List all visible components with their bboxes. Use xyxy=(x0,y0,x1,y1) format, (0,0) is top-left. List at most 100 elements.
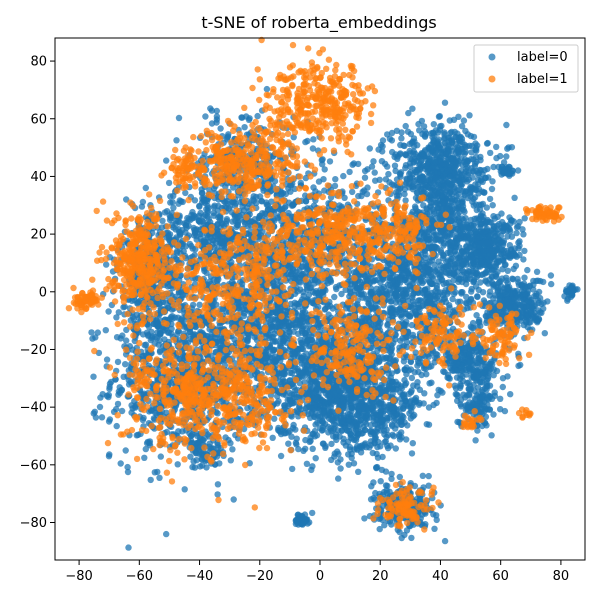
scatter-point xyxy=(389,277,396,285)
scatter-point xyxy=(293,407,300,414)
scatter-point xyxy=(321,306,329,313)
scatter-point xyxy=(380,283,388,291)
scatter-point xyxy=(314,419,321,426)
scatter-point xyxy=(473,312,480,319)
scatter-point xyxy=(394,296,401,303)
scatter-point xyxy=(426,380,433,387)
scatter-point xyxy=(105,453,113,460)
scatter-point xyxy=(214,481,222,488)
scatter-point xyxy=(227,457,234,464)
scatter-point xyxy=(214,491,221,498)
scatter-point xyxy=(355,468,362,475)
scatter-point xyxy=(270,280,277,287)
scatter-point xyxy=(393,411,401,418)
scatter-point xyxy=(340,403,347,411)
scatter-point xyxy=(302,445,309,452)
scatter-point xyxy=(103,392,111,399)
scatter-point xyxy=(426,296,434,303)
scatter-point xyxy=(122,361,129,368)
scatter-point xyxy=(106,385,113,393)
scatter-point xyxy=(387,374,394,381)
scatter-point xyxy=(361,174,369,181)
scatter-point xyxy=(415,368,422,376)
scatter-point xyxy=(366,145,373,152)
scatter-point xyxy=(378,406,385,413)
scatter-point xyxy=(328,416,335,423)
scatter-point xyxy=(405,390,413,397)
scatter-point xyxy=(147,476,154,484)
chart-title: t-SNE of roberta_embeddings xyxy=(201,13,436,33)
scatter-point xyxy=(373,450,380,458)
scatter-point xyxy=(345,396,353,403)
scatter-point xyxy=(349,161,356,168)
scatter-point xyxy=(295,300,303,308)
scatter-point xyxy=(286,377,293,384)
scatter-point xyxy=(331,182,339,190)
scatter-point xyxy=(114,358,122,366)
scatter-point xyxy=(216,344,223,352)
scatter-point xyxy=(163,530,170,538)
scatter-point xyxy=(114,400,122,408)
scatter-point xyxy=(303,390,311,397)
scatter-point xyxy=(122,447,129,454)
scatter-point xyxy=(355,192,362,200)
scatter-point xyxy=(375,401,383,408)
scatter-point xyxy=(334,397,341,405)
scatter-point xyxy=(403,401,410,408)
scatter-point xyxy=(402,366,409,374)
scatter-point xyxy=(326,393,333,400)
scatter-point xyxy=(292,439,300,447)
scatter-point xyxy=(430,401,437,409)
scatter-point xyxy=(379,416,386,423)
scatter-point xyxy=(350,460,358,467)
scatter-point xyxy=(332,176,339,183)
scatter-point xyxy=(393,308,400,315)
scatter-point xyxy=(105,418,113,425)
scatter-point xyxy=(346,168,353,176)
scatter-point xyxy=(398,429,405,436)
scatter-point xyxy=(96,403,104,411)
scatter-point xyxy=(357,284,364,291)
scatter-point xyxy=(314,394,322,401)
scatter-point xyxy=(312,455,319,462)
scatter-point xyxy=(307,437,314,445)
scatter-point xyxy=(303,460,311,467)
scatter-point xyxy=(379,276,386,283)
scatter-point xyxy=(407,303,415,310)
scatter-point xyxy=(151,469,158,476)
scatter-point xyxy=(389,431,396,438)
scatter-point xyxy=(286,427,293,435)
scatter-point xyxy=(295,330,302,337)
scatter-point xyxy=(288,369,296,377)
scatter-point xyxy=(421,390,428,397)
scatter-point xyxy=(269,434,276,441)
scatter-point xyxy=(408,374,416,382)
scatter-point xyxy=(333,436,340,444)
scatter-point xyxy=(307,284,314,292)
scatter-point xyxy=(400,391,407,399)
scatter-point xyxy=(102,327,110,334)
scatter-point xyxy=(338,290,345,298)
scatter-point xyxy=(181,486,188,493)
scatter-point xyxy=(268,334,275,341)
scatter-point xyxy=(294,288,301,295)
scatter-point xyxy=(398,135,405,142)
scatter-point xyxy=(357,444,365,451)
scatter-point xyxy=(374,463,381,471)
scatter-point xyxy=(124,463,131,471)
scatter-point xyxy=(196,301,203,308)
scatter-point xyxy=(289,350,296,358)
scatter-point xyxy=(382,438,389,445)
scatter-point xyxy=(278,335,285,342)
scatter-point xyxy=(361,426,369,433)
scatter-point xyxy=(300,318,308,325)
scatter-point xyxy=(277,452,285,460)
scatter-point xyxy=(124,468,132,476)
scatter-point xyxy=(227,440,234,447)
scatter-point xyxy=(392,289,400,296)
scatter-point xyxy=(263,347,270,355)
scatter-point xyxy=(274,400,281,407)
scatter-point xyxy=(157,453,164,460)
scatter-point xyxy=(340,439,347,446)
scatter-point xyxy=(365,300,372,308)
